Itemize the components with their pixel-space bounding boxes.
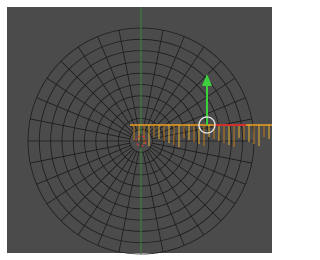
page: (() => { const data = JSON.parse(documen… bbox=[0, 0, 320, 260]
viewport bbox=[0, 0, 279, 260]
